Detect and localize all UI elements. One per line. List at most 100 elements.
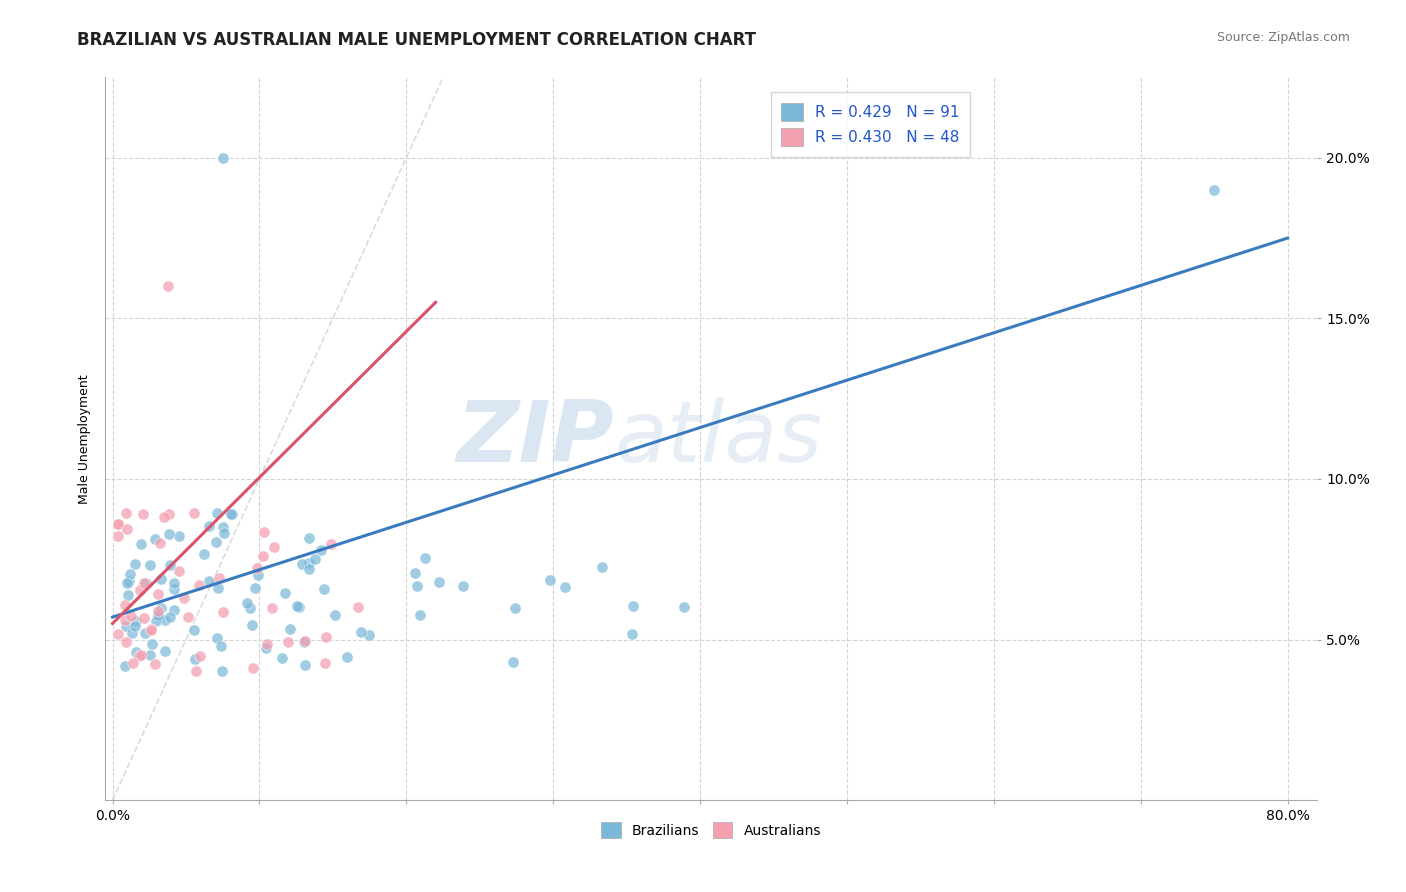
Point	[357, 628, 380, 642]
Point	[297, 556, 319, 570]
Point	[188, 649, 211, 664]
Point	[193, 547, 215, 561]
Point	[150, 600, 173, 615]
Point	[138, 648, 160, 662]
Point	[143, 532, 166, 546]
Point	[114, 634, 136, 648]
Point	[246, 561, 269, 575]
Point	[107, 626, 129, 640]
Point	[141, 637, 163, 651]
Point	[132, 576, 155, 591]
Point	[278, 622, 301, 636]
Point	[273, 585, 295, 599]
Point	[207, 581, 229, 595]
Point	[621, 599, 644, 614]
Point	[167, 564, 190, 578]
Point	[117, 589, 139, 603]
Point	[314, 656, 336, 670]
Point	[115, 506, 138, 520]
Point	[209, 639, 232, 653]
Y-axis label: Male Unemployment: Male Unemployment	[79, 374, 91, 504]
Point	[157, 507, 180, 521]
Point	[239, 601, 262, 615]
Point	[298, 531, 321, 545]
Point	[1204, 183, 1226, 197]
Point	[406, 579, 429, 593]
Point	[309, 543, 332, 558]
Point	[321, 537, 343, 551]
Point	[413, 550, 436, 565]
Point	[157, 279, 180, 293]
Point	[128, 582, 150, 597]
Point	[323, 608, 346, 623]
Point	[183, 624, 205, 638]
Point	[263, 540, 285, 554]
Point	[187, 578, 209, 592]
Point	[155, 613, 177, 627]
Point	[134, 626, 156, 640]
Point	[122, 657, 145, 671]
Point	[208, 571, 231, 585]
Point	[221, 507, 243, 521]
Point	[139, 622, 162, 636]
Point	[107, 529, 129, 543]
Point	[117, 575, 139, 590]
Point	[621, 627, 644, 641]
Point	[169, 529, 191, 543]
Point	[292, 635, 315, 649]
Point	[139, 623, 162, 637]
Point	[155, 643, 177, 657]
Point	[131, 537, 153, 551]
Point	[554, 580, 576, 594]
Point	[129, 648, 152, 662]
Point	[125, 614, 148, 628]
Point	[212, 605, 235, 619]
Point	[143, 657, 166, 671]
Point	[256, 637, 278, 651]
Point	[312, 582, 335, 597]
Point	[211, 520, 233, 534]
Point	[235, 596, 257, 610]
Point	[184, 664, 207, 678]
Point	[207, 632, 229, 646]
Text: ZIP: ZIP	[457, 397, 614, 480]
Point	[148, 604, 170, 618]
Point	[124, 557, 146, 571]
Point	[205, 535, 228, 549]
Point	[146, 607, 169, 622]
Point	[672, 600, 695, 615]
Point	[260, 600, 283, 615]
Point	[159, 558, 181, 573]
Point	[157, 527, 180, 541]
Point	[173, 591, 195, 605]
Point	[277, 634, 299, 648]
Legend: Brazilians, Australians: Brazilians, Australians	[596, 817, 827, 844]
Point	[591, 560, 613, 574]
Point	[288, 599, 311, 614]
Point	[347, 600, 370, 615]
Point	[245, 581, 267, 595]
Point	[304, 551, 326, 566]
Point	[451, 579, 474, 593]
Point	[538, 573, 561, 587]
Point	[118, 574, 141, 588]
Point	[152, 510, 174, 524]
Point	[125, 645, 148, 659]
Point	[427, 575, 450, 590]
Point	[270, 651, 292, 665]
Point	[254, 640, 277, 655]
Point	[315, 631, 337, 645]
Point	[134, 611, 156, 625]
Point	[294, 657, 316, 672]
Point	[107, 517, 129, 532]
Point	[211, 665, 233, 679]
Point	[242, 661, 264, 675]
Point	[115, 619, 138, 633]
Point	[291, 558, 314, 572]
Point	[503, 601, 526, 615]
Point	[128, 648, 150, 663]
Text: atlas: atlas	[614, 397, 823, 480]
Point	[252, 549, 274, 564]
Point	[212, 525, 235, 540]
Point	[184, 652, 207, 666]
